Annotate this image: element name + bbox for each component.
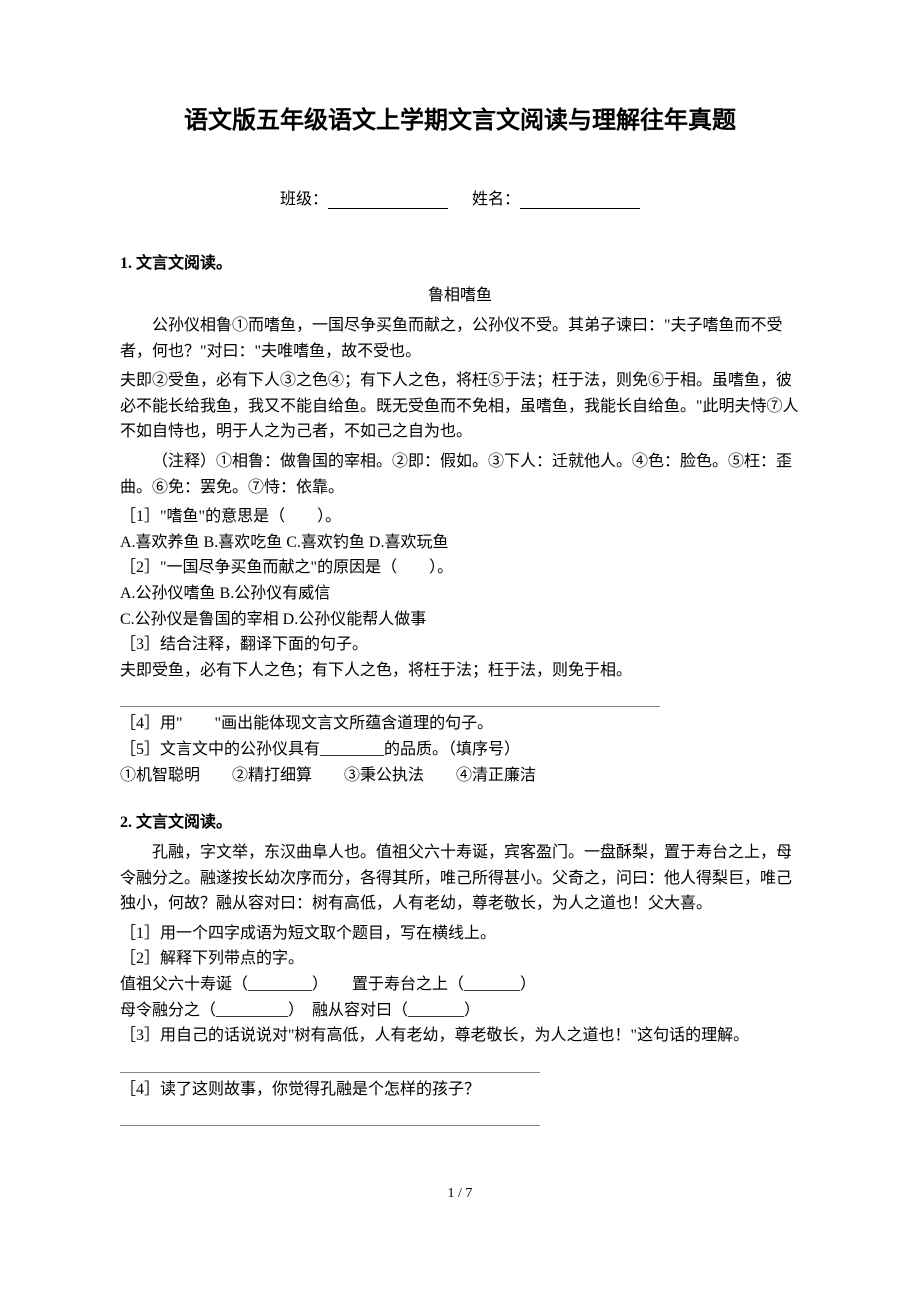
section-1-passage-3: （注释）①相鲁：做鲁国的宰相。②即：假如。③下人：迁就他人。④色：脸色。⑤枉：歪… <box>120 449 800 500</box>
section-1-q3: ［3］结合注释，翻译下面的句子。 <box>120 632 800 658</box>
class-label: 班级： <box>280 191 328 208</box>
section-2-q3-answer-line <box>120 1049 540 1073</box>
section-1-passage-1: 公孙仪相鲁①而嗜鱼，一国尽争买鱼而献之，公孙仪不受。其弟子谏曰："夫子嗜鱼而不受… <box>120 313 800 364</box>
section-2-q2: ［2］解释下列带点的字。 <box>120 946 800 972</box>
name-blank <box>520 191 640 209</box>
section-1-q2-options-a: A.公孙仪嗜鱼 B.公孙仪有威信 <box>120 581 800 607</box>
section-2-q4-answer-line <box>120 1102 540 1126</box>
section-1-q3-answer-line <box>120 683 660 707</box>
name-label: 姓名： <box>472 191 520 208</box>
section-2-header: 2. 文言文阅读。 <box>120 808 800 832</box>
section-1-q2-options-b: C.公孙仪是鲁国的宰相 D.公孙仪能帮人做事 <box>120 607 800 633</box>
section-1-q2: ［2］"一国尽争买鱼而献之"的原因是（ ）。 <box>120 555 800 581</box>
section-2-passage-1: 孔融，字文举，东汉曲阜人也。值祖父六十寿诞，宾客盈门。一盘酥梨，置于寿台之上，母… <box>120 840 800 917</box>
page-footer: 1 / 7 <box>120 1186 800 1202</box>
class-blank <box>328 191 448 209</box>
section-2-q3: ［3］用自己的话说说对"树有高低，人有老幼，尊老敬长，为人之道也！"这句话的理解… <box>120 1023 800 1049</box>
section-1-q5: ［5］文言文中的公孙仪具有________的品质。（填序号） <box>120 737 800 763</box>
section-1-q3-text: 夫即受鱼，必有下人之色；有下人之色，将枉于法；枉于法，则免于相。 <box>120 658 800 684</box>
section-2-q4: ［4］读了这则故事，你觉得孔融是个怎样的孩子？ <box>120 1077 800 1103</box>
section-1-q4: ［4］用" "画出能体现文言文所蕴含道理的句子。 <box>120 711 800 737</box>
form-row: 班级： 姓名： <box>120 185 800 209</box>
section-1-passage-2: 夫即②受鱼，必有下人③之色④；有下人之色，将枉⑤于法；枉于法，则免⑥于相。虽嗜鱼… <box>120 368 800 445</box>
section-1-passage-title: 鲁相嗜鱼 <box>120 281 800 305</box>
section-1-q1-options: A.喜欢养鱼 B.喜欢吃鱼 C.喜欢钓鱼 D.喜欢玩鱼 <box>120 530 800 556</box>
section-1-q1: ［1］"嗜鱼"的意思是（ ）。 <box>120 504 800 530</box>
section-1-q5-options: ①机智聪明 ②精打细算 ③秉公执法 ④清正廉洁 <box>120 763 800 789</box>
section-1-header: 1. 文言文阅读。 <box>120 249 800 273</box>
section-2-q2-line2: 母令融分之（_________） 融从容对曰（_______） <box>120 998 800 1024</box>
document-title: 语文版五年级语文上学期文言文阅读与理解往年真题 <box>120 100 800 135</box>
section-2-q2-line1: 值祖父六十寿诞（________） 置于寿台之上（_______） <box>120 972 800 998</box>
section-2-q1: ［1］用一个四字成语为短文取个题目，写在横线上。 <box>120 921 800 947</box>
